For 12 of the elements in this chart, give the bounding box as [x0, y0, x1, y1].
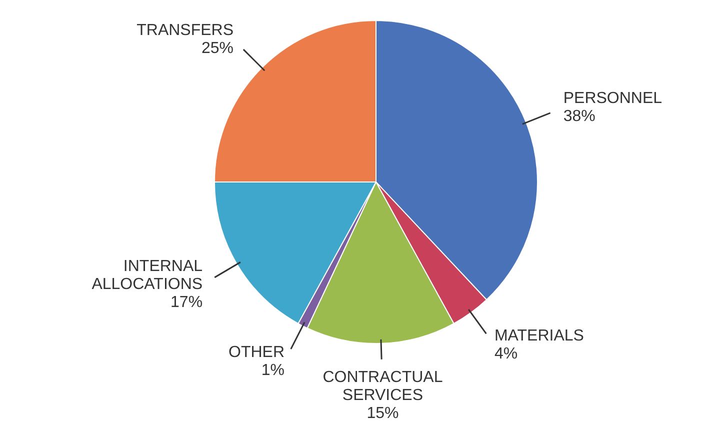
- slice-label: MATERIALS: [494, 327, 584, 344]
- data-label: 25%: [201, 40, 234, 57]
- slice-label: OTHER: [228, 344, 285, 361]
- slice-label: CONTRACTUAL SERVICES: [322, 368, 443, 404]
- slice-label: INTERNAL ALLOCATIONS: [92, 258, 203, 293]
- data-label: 17%: [170, 294, 203, 311]
- data-label: 15%: [366, 404, 399, 422]
- data-label: 4%: [494, 345, 518, 362]
- slice-label: TRANSFERS: [136, 22, 234, 39]
- slice-label: PERSONNEL: [563, 90, 662, 108]
- data-label: 1%: [261, 362, 285, 379]
- data-label: 38%: [563, 108, 596, 126]
